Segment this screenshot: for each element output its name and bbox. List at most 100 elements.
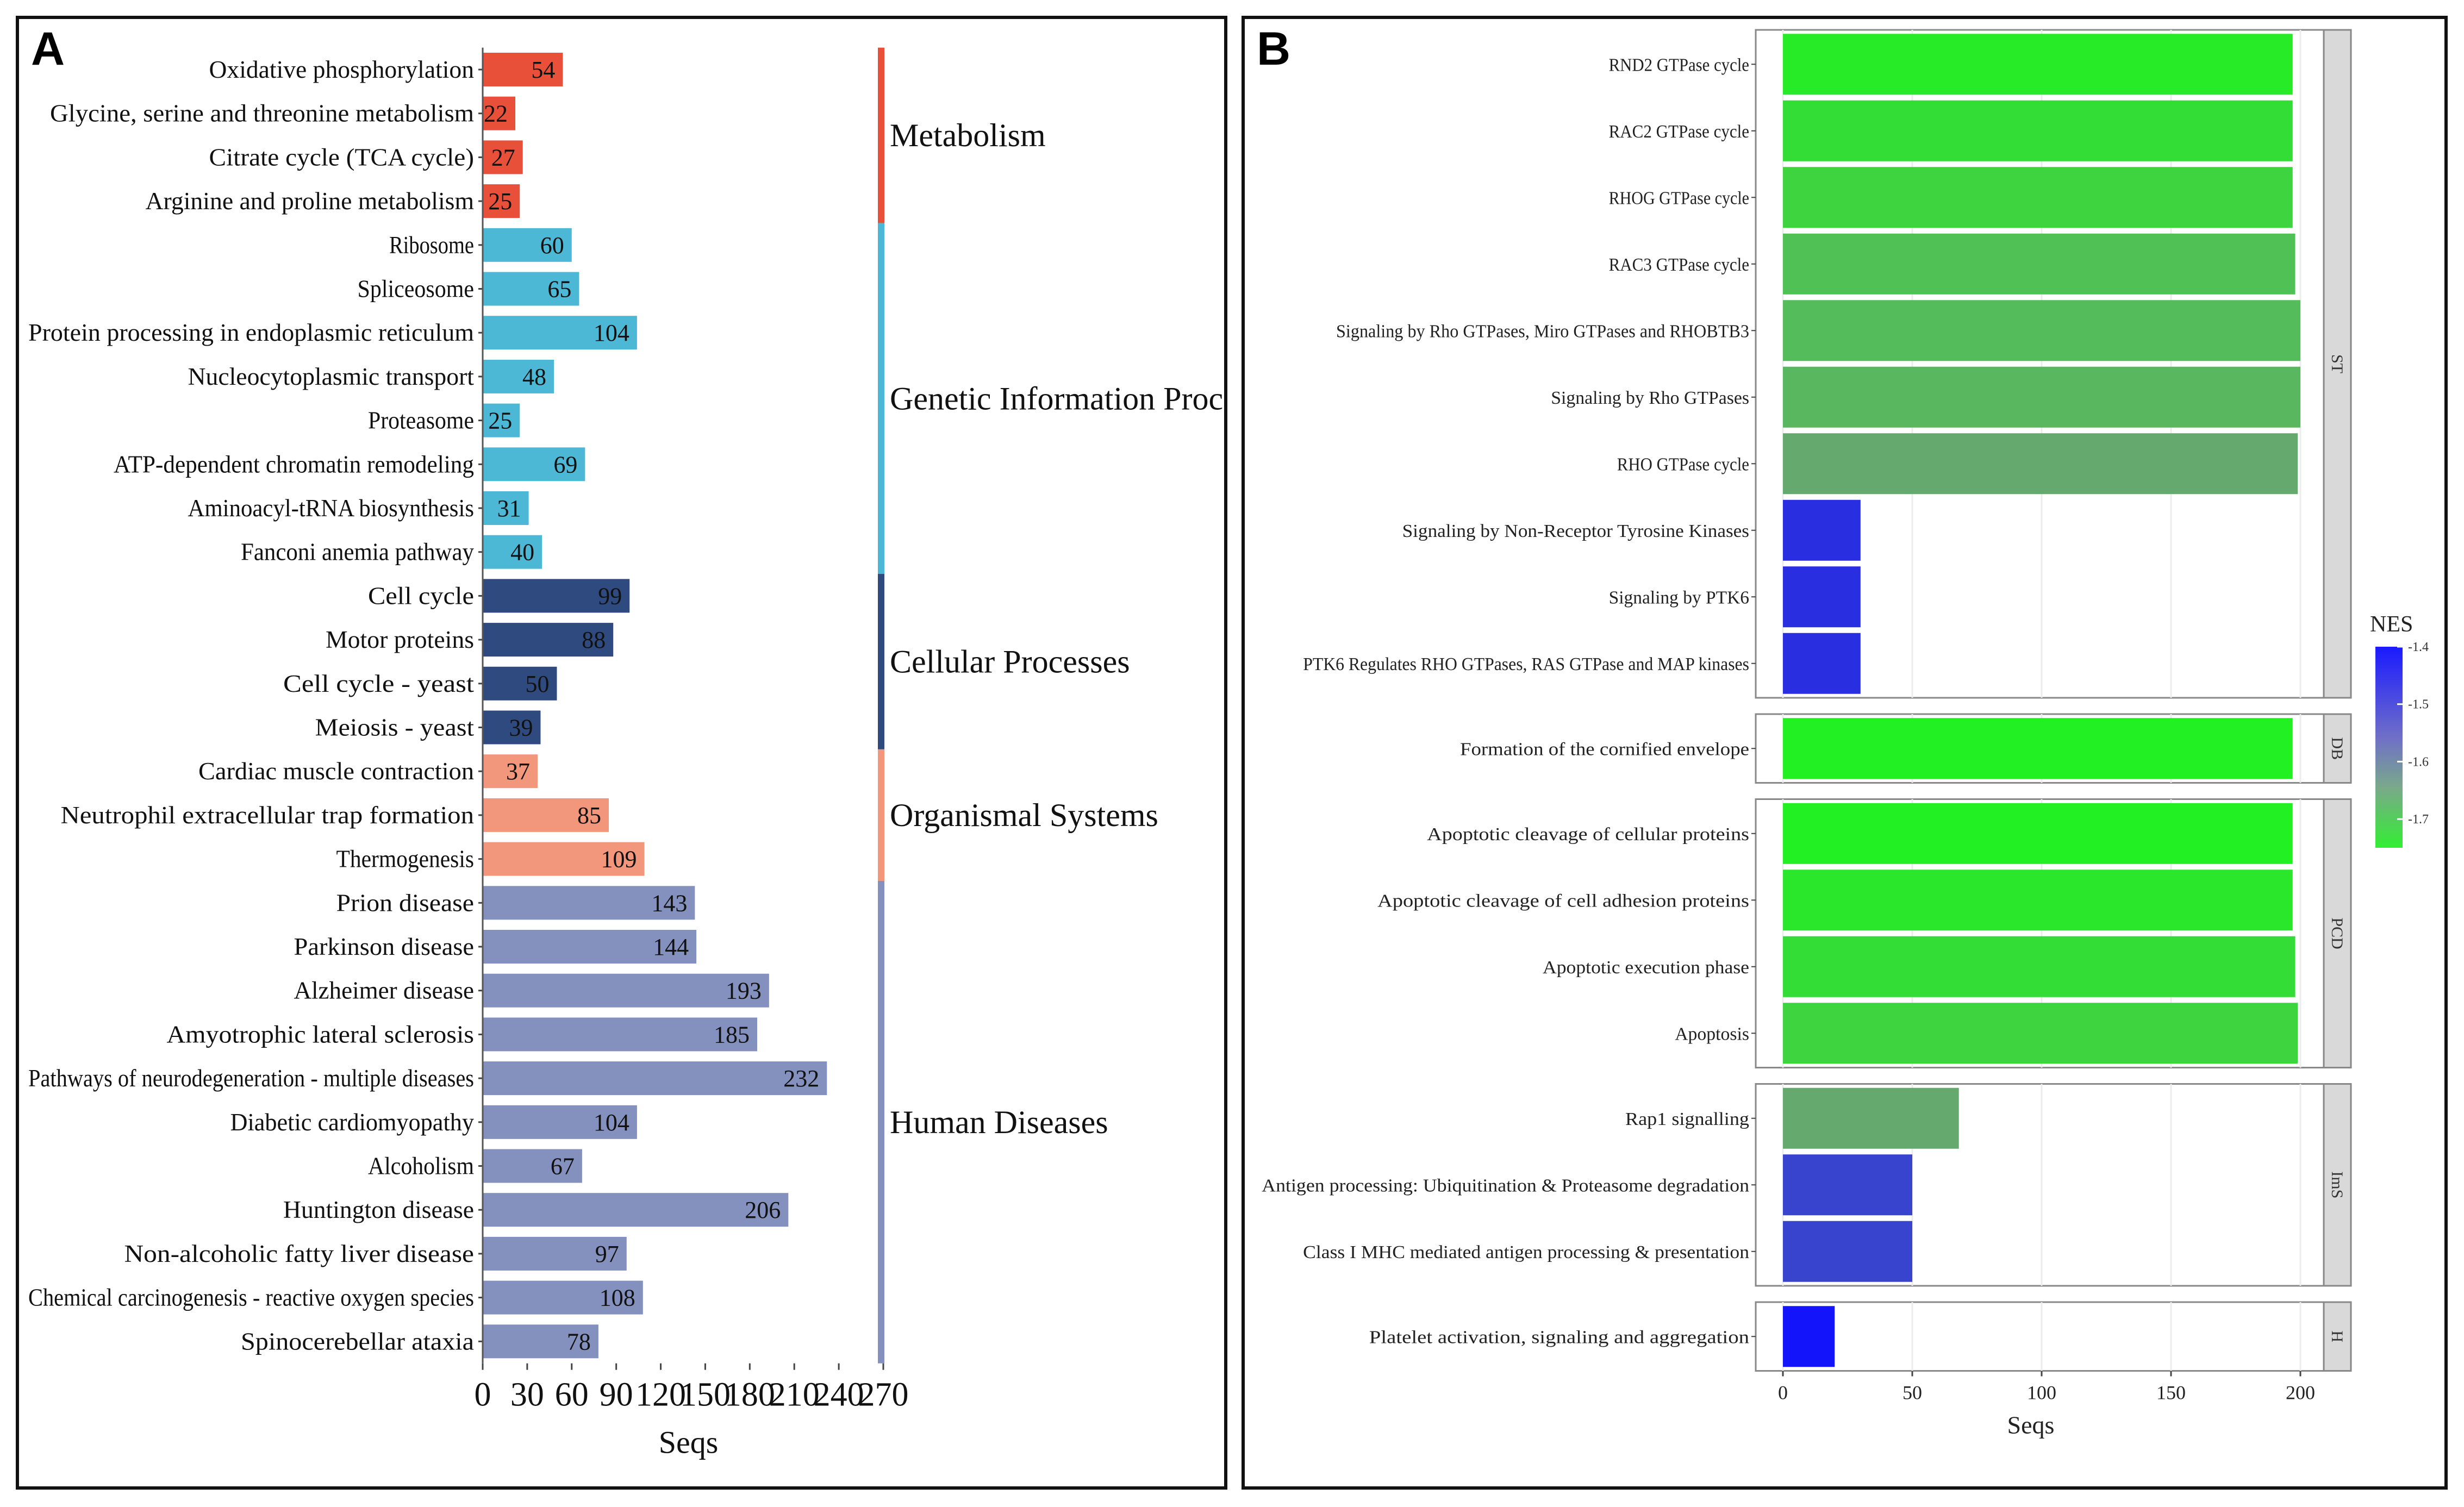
bar	[1783, 566, 1861, 628]
category-label: Amyotrophic lateral sclerosis	[167, 1021, 475, 1048]
x-axis-title: Seqs	[2007, 1411, 2055, 1439]
bar	[1783, 936, 2295, 997]
group-label: Cellular Processes	[890, 643, 1130, 679]
bar	[1783, 1003, 2298, 1064]
x-tick-label: 150	[2156, 1382, 2186, 1404]
bar	[483, 316, 637, 350]
bar	[1783, 633, 1861, 694]
facet-strip-label: ImS	[2328, 1171, 2346, 1198]
category-label: Apoptosis	[1675, 1024, 1749, 1044]
panel-b: B ST RND2 GTPase cycle RAC2 GTPase cycle RH…	[1242, 16, 2448, 1490]
bar-value-label: 67	[551, 1153, 575, 1180]
bar-value-label: 193	[726, 978, 762, 1004]
facet-strip-label: ST	[2328, 354, 2346, 373]
category-label: Parkinson disease	[294, 933, 475, 960]
x-tick-label: 50	[1902, 1382, 1922, 1404]
category-label: Signaling by Rho GTPases, Miro GTPases a…	[1336, 321, 1749, 341]
category-label: Spliceosome	[358, 276, 475, 303]
category-label: RHOG GTPase cycle	[1609, 188, 1749, 208]
group-bracket	[878, 880, 884, 1364]
category-label: Fanconi anemia pathway	[241, 539, 474, 566]
group-label: Genetic Information Processing	[890, 380, 1224, 416]
bar-value-label: 39	[509, 715, 533, 741]
bar	[483, 96, 516, 130]
bar-value-label: 143	[651, 890, 687, 916]
bar-value-label: 25	[488, 188, 512, 215]
bar	[483, 710, 541, 745]
bar-value-label: 48	[522, 364, 546, 390]
category-label: Alzheimer disease	[294, 977, 475, 1004]
bar-value-label: 109	[601, 846, 637, 873]
bar	[1783, 1154, 1912, 1216]
category-label: Nucleocytoplasmic transport	[188, 363, 475, 390]
bar-value-label: 206	[745, 1197, 781, 1223]
bar-value-label: 88	[582, 627, 606, 653]
category-label: Antigen processing: Ubiquitination & Pro…	[1262, 1175, 1749, 1196]
legend-tick-label: -1.5	[2408, 698, 2429, 712]
legend-tick-label: -1.6	[2408, 755, 2429, 769]
panel-a-label: A	[31, 23, 65, 75]
bar	[483, 798, 609, 832]
category-label: Platelet activation, signaling and aggre…	[1369, 1327, 1749, 1347]
x-tick-label: 60	[555, 1377, 589, 1414]
bar-value-label: 22	[484, 101, 508, 127]
category-label: PTK6 Regulates RHO GTPases, RAS GTPase a…	[1303, 654, 1749, 674]
category-label: Cardiac muscle contraction	[198, 758, 474, 785]
category-label: RAC3 GTPase cycle	[1609, 255, 1749, 275]
bar	[483, 1324, 598, 1359]
facet-strip-label: DB	[2328, 737, 2346, 760]
facet-strip	[2323, 29, 2352, 699]
bar	[483, 359, 554, 393]
x-tick-label: 0	[475, 1377, 491, 1414]
bar	[483, 228, 572, 262]
bar-value-label: 37	[506, 758, 530, 785]
legend-tick-label: -1.4	[2408, 640, 2429, 654]
facet-strip-label: PCD	[2328, 917, 2346, 949]
x-tick-label: 240	[814, 1377, 864, 1414]
bar	[483, 930, 697, 964]
category-label: Apoptotic cleavage of cell adhesion prot…	[1377, 891, 1749, 911]
category-label: Signaling by Rho GTPases	[1551, 388, 1749, 408]
bar-value-label: 27	[491, 144, 515, 171]
facet-strip	[2323, 798, 2352, 1068]
bar	[483, 1280, 643, 1315]
bar	[483, 754, 538, 789]
group-label: Organismal Systems	[890, 797, 1158, 833]
category-label: Cell cycle	[368, 582, 474, 609]
chart-b: ST RND2 GTPase cycle RAC2 GTPase cycle RHOG…	[1262, 29, 2429, 1439]
category-label: RHO GTPase cycle	[1617, 454, 1749, 474]
bar	[1783, 718, 2293, 779]
x-tick-label: 0	[1778, 1382, 1788, 1404]
x-tick-label: 100	[2027, 1382, 2056, 1404]
category-label: Apoptotic cleavage of cellular proteins	[1427, 824, 1749, 845]
facet-strip	[2323, 1083, 2352, 1287]
x-tick-label: 120	[635, 1377, 686, 1414]
bar	[1783, 366, 2300, 428]
bar	[1783, 803, 2293, 864]
bar	[483, 886, 695, 920]
bar	[483, 579, 630, 613]
bar-value-label: 108	[600, 1285, 635, 1311]
category-label: Citrate cycle (TCA cycle)	[209, 143, 475, 171]
facet-strip	[2323, 1301, 2352, 1372]
bar	[483, 1061, 827, 1096]
bar	[483, 623, 614, 657]
category-label: Oxidative phosphorylation	[209, 56, 475, 83]
facet-panel	[1755, 1301, 2325, 1372]
category-label: Apoptotic execution phase	[1543, 958, 1749, 978]
bar	[483, 272, 579, 306]
bar	[1783, 499, 1861, 561]
category-label: Signaling by Non-Receptor Tyrosine Kinas…	[1402, 521, 1749, 541]
bar	[483, 535, 542, 569]
facet-strip-label: H	[2328, 1330, 2346, 1342]
panel-a: A 54 Oxidative phosphorylation 22 Glycine, …	[16, 16, 1227, 1490]
category-label: Diabetic cardiomyopathy	[230, 1109, 475, 1136]
bar	[483, 1017, 757, 1052]
x-tick-label: 270	[858, 1377, 909, 1414]
bar	[1783, 233, 2295, 295]
bar	[483, 1105, 637, 1139]
category-label: RAC2 GTPase cycle	[1609, 122, 1749, 142]
category-label: Class I MHC mediated antigen processing …	[1303, 1242, 1749, 1262]
bar-value-label: 65	[547, 276, 571, 303]
x-tick-label: 210	[769, 1377, 820, 1414]
